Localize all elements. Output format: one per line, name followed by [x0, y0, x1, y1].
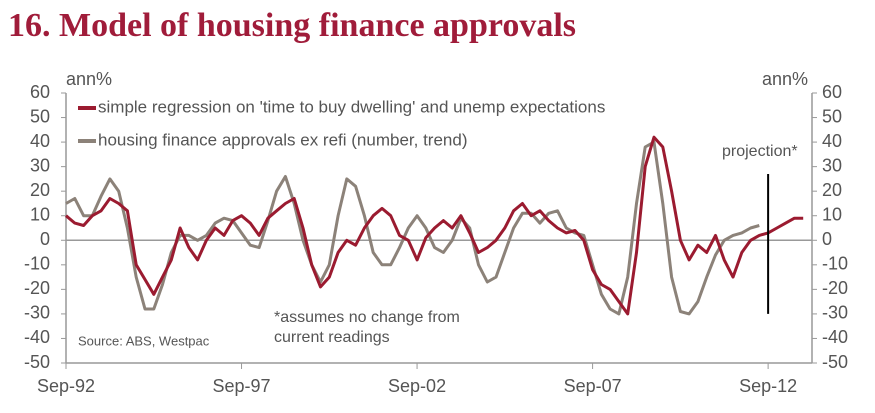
y-tick-label: -40: [24, 327, 50, 347]
chart-title: 16. Model of housing finance approvals: [8, 7, 576, 44]
series-line: [65, 135, 804, 316]
y-tick-label: 40: [30, 131, 50, 151]
legend-label: simple regression on 'time to buy dwelli…: [98, 97, 605, 116]
y-tick-label: 20: [30, 180, 50, 200]
y2-axis-label: ann%: [762, 69, 808, 89]
x-tick-label: Sep-07: [564, 376, 622, 396]
y2-tick-label: 10: [822, 204, 842, 224]
y-tick-label: -30: [24, 303, 50, 323]
legend-label: housing finance approvals ex refi (numbe…: [98, 130, 467, 149]
y-tick-label: 30: [30, 155, 50, 175]
note: *assumes no change from: [274, 309, 460, 326]
y-tick-label: 50: [30, 106, 50, 126]
x-tick-label: Sep-12: [739, 376, 797, 396]
note: current readings: [274, 329, 390, 346]
y2-tick-label: 60: [822, 82, 842, 102]
y-tick-label: -20: [24, 278, 50, 298]
y2-tick-label: 30: [822, 155, 842, 175]
y2-tick-label: -50: [822, 352, 848, 372]
y2-tick-label: -30: [822, 303, 848, 323]
source: Source: ABS, Westpac: [78, 333, 210, 348]
y-tick-label: -50: [24, 352, 50, 372]
y-axis-label: ann%: [66, 69, 112, 89]
y2-tick-label: -10: [822, 254, 848, 274]
series-line: [65, 140, 760, 316]
x-tick-label: Sep-97: [213, 376, 271, 396]
y2-tick-label: 0: [822, 229, 832, 249]
x-tick-label: Sep-02: [388, 376, 446, 396]
y-tick-label: 60: [30, 82, 50, 102]
y-tick-label: -10: [24, 254, 50, 274]
y2-tick-label: 40: [822, 131, 842, 151]
annotation: projection*: [722, 143, 798, 160]
y2-tick-label: 50: [822, 106, 842, 126]
y-tick-label: 10: [30, 204, 50, 224]
y-tick-label: 0: [40, 229, 50, 249]
x-tick-label: Sep-92: [37, 376, 95, 396]
y2-tick-label: 20: [822, 180, 842, 200]
y2-tick-label: -40: [822, 327, 848, 347]
y2-tick-label: -20: [822, 278, 848, 298]
